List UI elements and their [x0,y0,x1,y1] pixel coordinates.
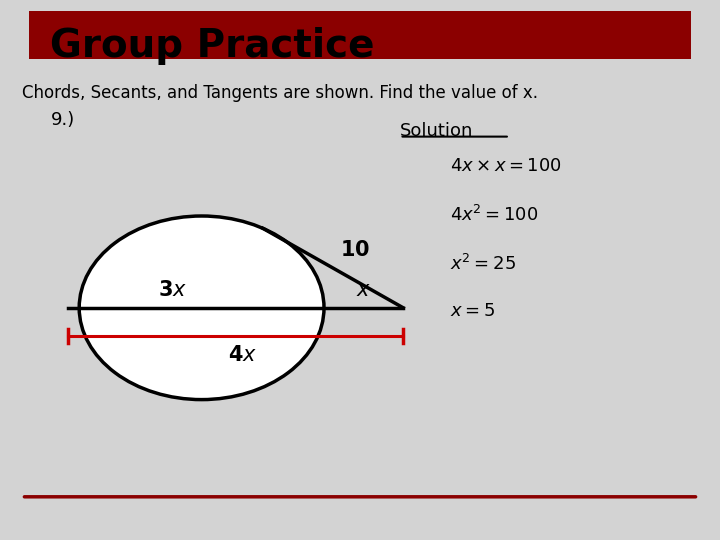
Circle shape [79,216,324,400]
Text: 9.): 9.) [50,111,75,129]
Text: $\mathbf{3\mathit{x}}$: $\mathbf{3\mathit{x}}$ [158,280,187,300]
Text: $x = 5$: $x = 5$ [450,302,495,320]
Text: Group Practice: Group Practice [50,27,375,65]
Text: Chords, Secants, and Tangents are shown. Find the value of x.: Chords, Secants, and Tangents are shown.… [22,84,538,102]
Text: $4x^2 = 100$: $4x^2 = 100$ [450,205,539,225]
Text: $x^2 = 25$: $x^2 = 25$ [450,254,516,274]
Text: $\mathbf{10}$: $\mathbf{10}$ [341,240,370,260]
Text: Solution: Solution [400,122,473,139]
Text: $\mathbf{4\mathit{x}}$: $\mathbf{4\mathit{x}}$ [228,345,258,364]
Text: $4x \times x = 100$: $4x \times x = 100$ [450,157,562,174]
Text: $\mathit{x}$: $\mathit{x}$ [356,280,371,300]
Bar [29,11,691,59]
